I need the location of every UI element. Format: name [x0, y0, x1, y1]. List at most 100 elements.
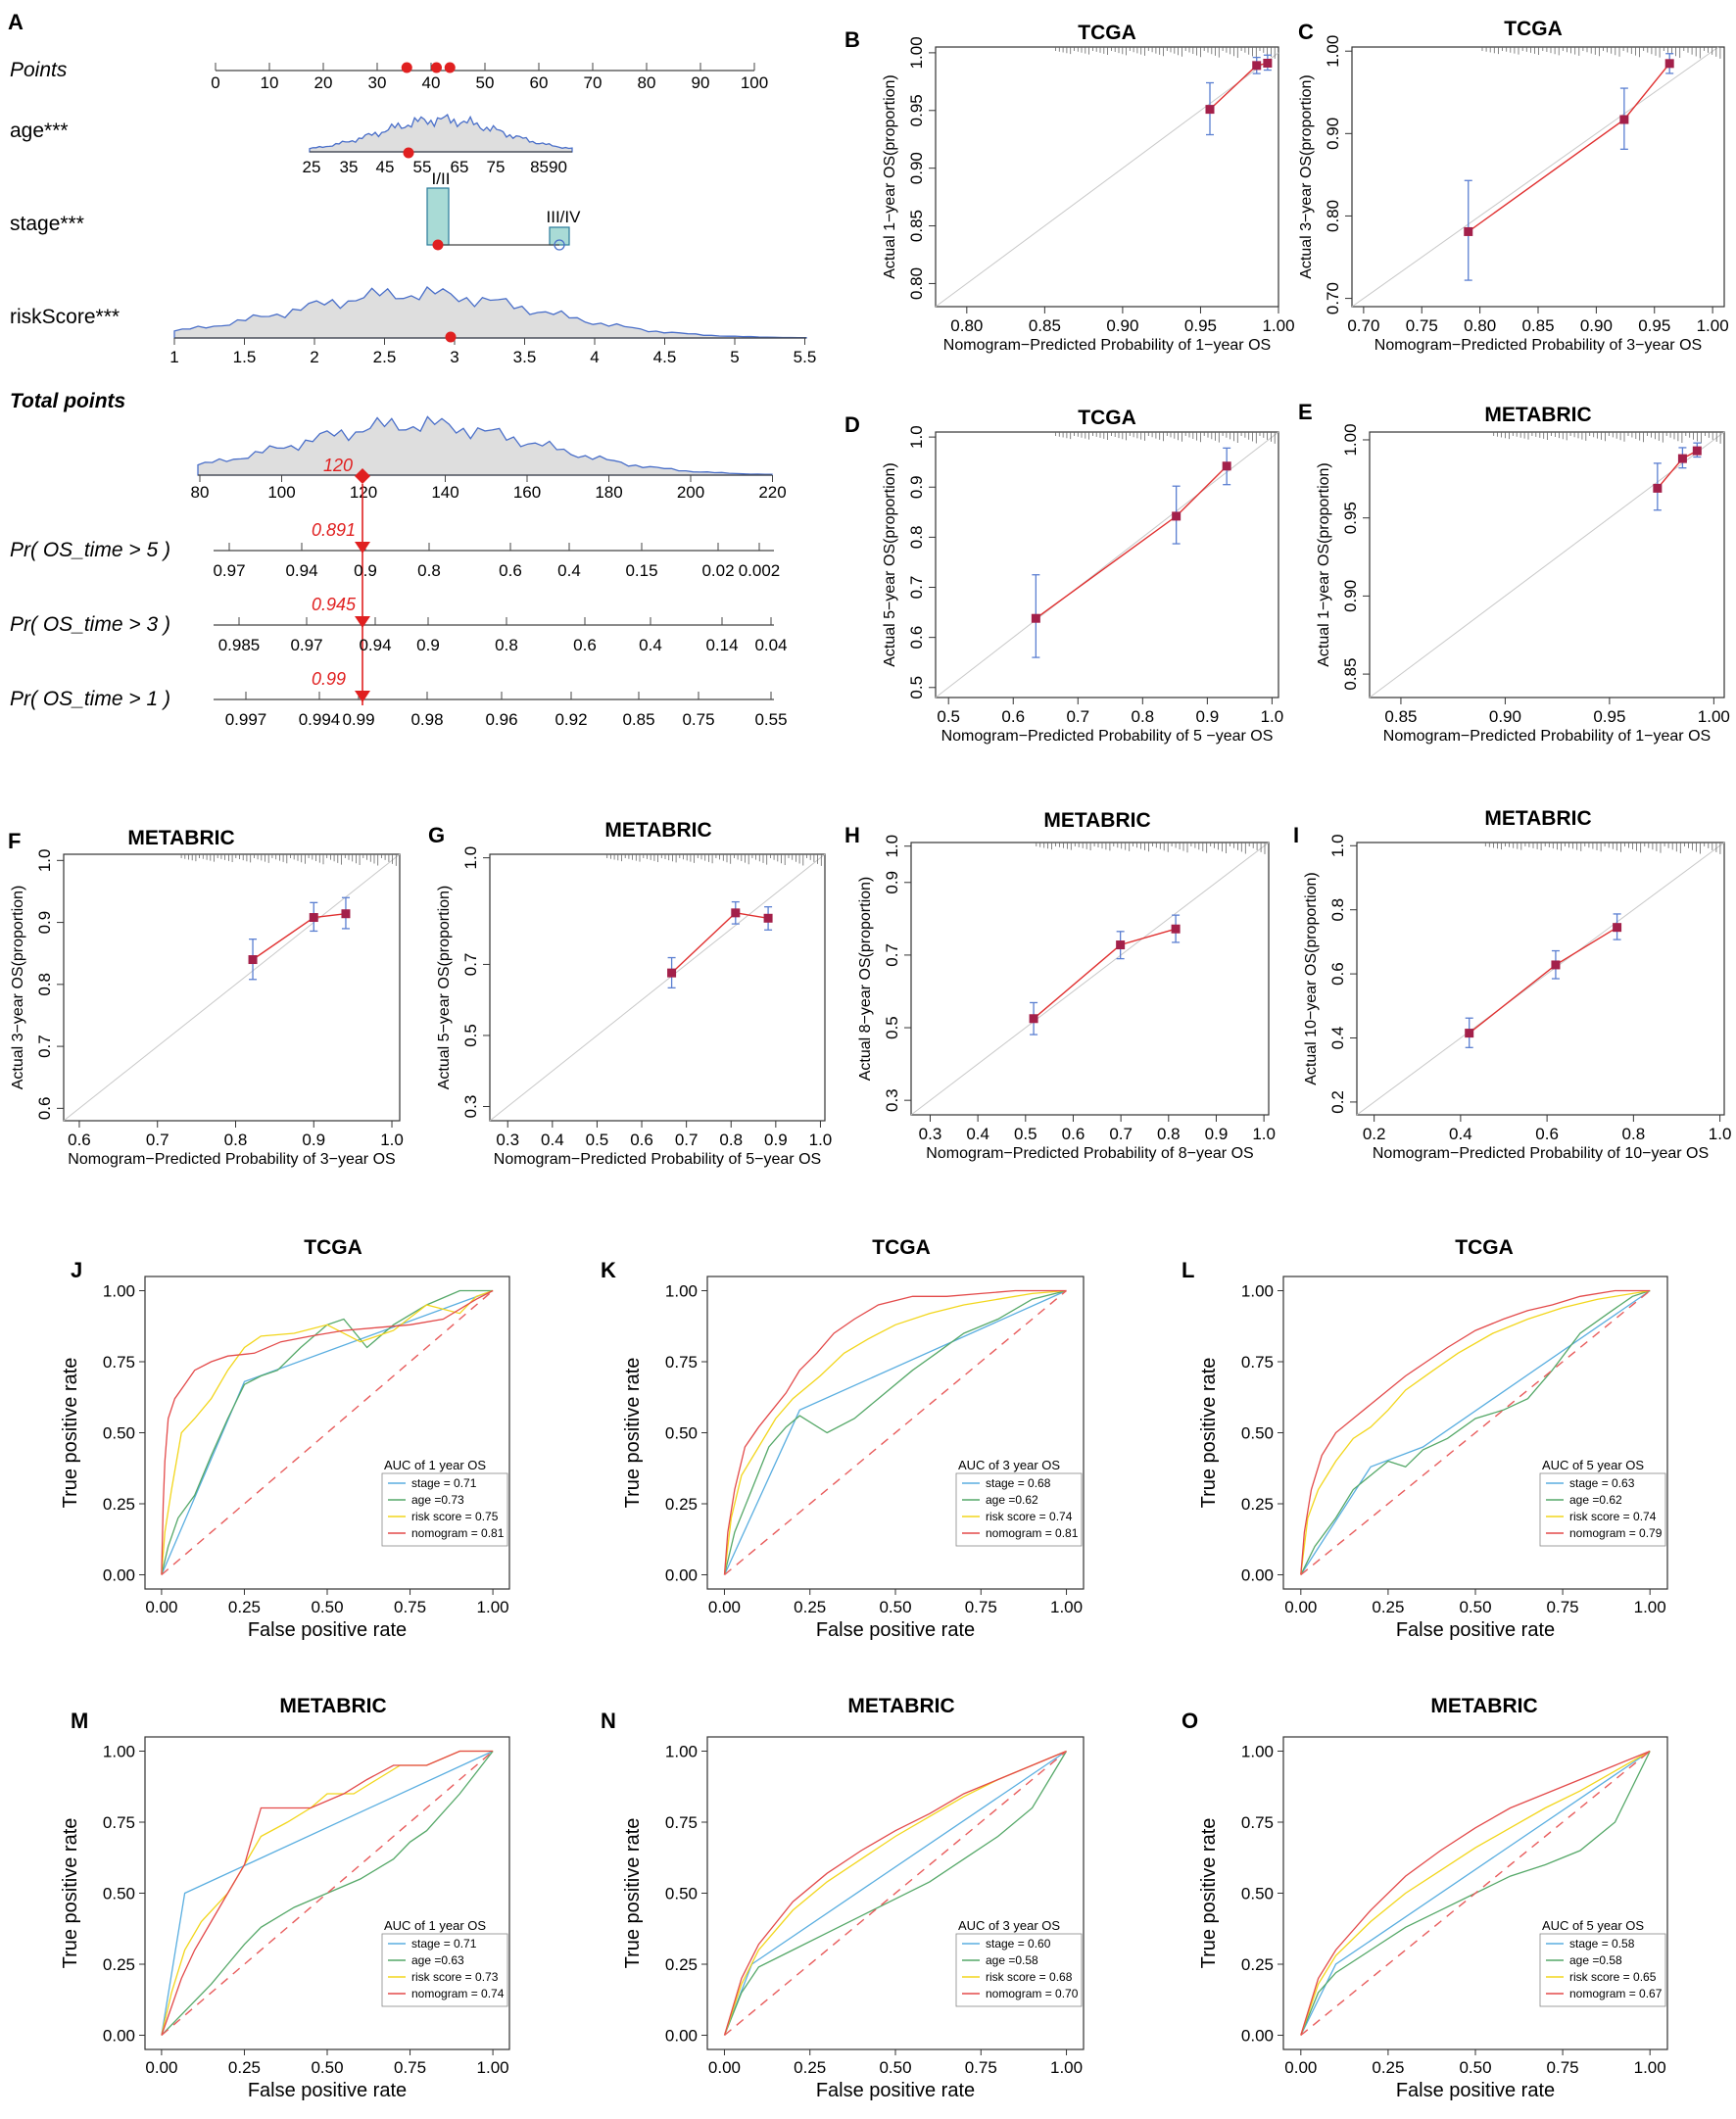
riskscore-density — [173, 286, 807, 339]
panel-letter: L — [1181, 1258, 1194, 1282]
probability-tick-label: 0.002 — [739, 561, 781, 580]
x-tick-label: 0.00 — [708, 1598, 741, 1616]
y-axis-label: Actual 5−year OS(proportion) — [882, 462, 898, 667]
legend-entry: stage = 0.63 — [1569, 1476, 1635, 1490]
y-tick-label: 1.0 — [883, 835, 901, 858]
y-tick-label: 0.2 — [1328, 1090, 1347, 1114]
y-tick-label: 0.25 — [103, 1495, 135, 1514]
riskscore-selected-marker — [445, 331, 457, 343]
y-tick-label: 0.00 — [103, 2027, 135, 2046]
x-axis-label: False positive rate — [1396, 2080, 1555, 2101]
calibration-line — [1469, 927, 1617, 1035]
x-tick-label: 0.00 — [708, 2058, 741, 2077]
y-axis-label: Actual 1−year OS(proportion) — [882, 74, 898, 279]
x-tick-label: 0.00 — [1284, 1598, 1317, 1616]
roc-curve-1 — [1300, 1289, 1651, 1575]
chart-title: TCGA — [1504, 18, 1563, 40]
y-tick-label: 0.9 — [883, 871, 901, 894]
probability-tick-label: 0.994 — [299, 710, 341, 729]
total-points-label: Total points — [10, 390, 125, 412]
probability-tick-label: 0.6 — [573, 636, 597, 654]
chart-title: METABRIC — [127, 827, 234, 849]
x-tick-label: 1.00 — [1697, 316, 1729, 335]
reference-diagonal — [1300, 1750, 1651, 2037]
legend-entry: nomogram = 0.70 — [986, 1987, 1079, 2000]
y-tick-label: 0.8 — [907, 526, 926, 550]
x-tick-label: 0.90 — [1106, 316, 1138, 335]
x-tick-label: 0.6 — [1062, 1125, 1085, 1143]
calibration-panel-E: E METABRIC 0.85 0.90 0.95 1.00 0.85 0.90 0.95 1.0… — [1298, 400, 1730, 745]
chart-title: TCGA — [1455, 1236, 1514, 1259]
points-tick-label: 90 — [692, 73, 710, 92]
calibration-point — [1031, 613, 1040, 623]
calibration-line — [1035, 465, 1228, 619]
plot-frame — [489, 853, 826, 1122]
y-tick-label: 0.85 — [1341, 658, 1360, 691]
reference-diagonal — [910, 842, 1270, 1116]
probability-tick-label: 0.4 — [639, 636, 662, 654]
legend-entry: nomogram = 0.79 — [1569, 1526, 1663, 1540]
roc-curve-0 — [161, 1289, 494, 1575]
x-tick-label: 0.75 — [394, 1598, 426, 1616]
legend-entry: age =0.58 — [1569, 1953, 1622, 1967]
x-axis-label: False positive rate — [816, 2080, 975, 2101]
plot-frame — [1369, 431, 1725, 698]
legend-entry: risk score = 0.74 — [986, 1510, 1073, 1523]
roc-curve-0 — [1300, 1750, 1651, 2036]
x-tick-label: 0.9 — [1205, 1125, 1229, 1143]
calibration-panel-F: F METABRIC 0.6 0.7 0.8 0.9 1.0 0.6 0.7 0.8 0.9 1.0 N… — [8, 827, 404, 1168]
probability-tick-label: 0.9 — [416, 636, 440, 654]
probability-label: Pr( OS_time > 3 ) — [10, 613, 170, 636]
panel-letter: F — [8, 829, 21, 853]
roc-panel-K: K TCGA 0.00 0.25 0.50 0.75 1.00 0.00 0.25 0.50 0.7… — [601, 1236, 1085, 1641]
legend-entry: stage = 0.68 — [986, 1476, 1051, 1490]
calibration-point — [1172, 511, 1181, 521]
y-tick-label: 0.25 — [665, 1955, 698, 1974]
y-tick-label: 0.25 — [103, 1955, 135, 1974]
probability-tick-label: 0.8 — [495, 636, 518, 654]
x-axis-label: Nomogram−Predicted Probability of 1−year… — [943, 337, 1271, 354]
calibration-line — [1209, 62, 1269, 111]
calibration-point — [1613, 923, 1622, 933]
age-tick-label: 25 — [303, 158, 321, 176]
reference-diagonal — [1300, 1289, 1651, 1576]
x-tick-label: 1.00 — [1634, 2058, 1666, 2077]
age-selected-marker — [403, 147, 414, 159]
x-tick-label: 0.8 — [224, 1131, 248, 1149]
y-axis-label: Actual 10−year OS(proportion) — [1303, 872, 1320, 1084]
calibration-point — [1252, 61, 1262, 71]
x-tick-label: 1.0 — [1252, 1125, 1276, 1143]
stage-label: stage*** — [10, 213, 84, 235]
y-tick-label: 0.00 — [103, 1566, 135, 1585]
reference-diagonal — [63, 853, 401, 1122]
legend-entry: stage = 0.60 — [986, 1937, 1051, 1950]
calibration-point — [1263, 58, 1273, 68]
panel-letter: C — [1298, 20, 1314, 44]
probability-tick-label: 0.94 — [359, 636, 391, 654]
points-tick-label: 70 — [584, 73, 603, 92]
probability-tick-label: 0.97 — [213, 561, 245, 580]
y-tick-label: 0.8 — [35, 973, 54, 996]
y-tick-label: 0.8 — [1328, 898, 1347, 922]
y-tick-label: 0.00 — [1241, 2027, 1274, 2046]
probability-tick-label: 0.15 — [625, 561, 657, 580]
total-tick-label: 100 — [267, 483, 295, 502]
riskscore-tick-label: 2.5 — [373, 348, 397, 366]
legend-title: AUC of 3 year OS — [958, 1458, 1060, 1472]
roc-panel-M: M METABRIC 0.00 0.25 0.50 0.75 1.00 0.00 0.25 0.5… — [60, 1695, 510, 2101]
x-tick-label: 0.75 — [965, 1598, 997, 1616]
roc-curve-3 — [161, 1750, 494, 2036]
y-tick-label: 1.00 — [665, 1743, 698, 1761]
x-tick-label: 1.00 — [1262, 316, 1294, 335]
riskscore-tick-label: 4 — [590, 348, 599, 366]
roc-curve-1 — [161, 1751, 494, 2036]
points-marker — [401, 62, 412, 73]
y-tick-label: 1.00 — [103, 1743, 135, 1761]
y-tick-label: 0.7 — [883, 943, 901, 967]
calibration-point — [1116, 940, 1126, 950]
stage-bar-I-II — [426, 187, 450, 246]
reference-diagonal — [489, 853, 826, 1122]
y-axis-label: True positive rate — [60, 1818, 81, 1969]
stage-alt-marker — [554, 239, 565, 251]
panel-letter: J — [71, 1258, 82, 1282]
